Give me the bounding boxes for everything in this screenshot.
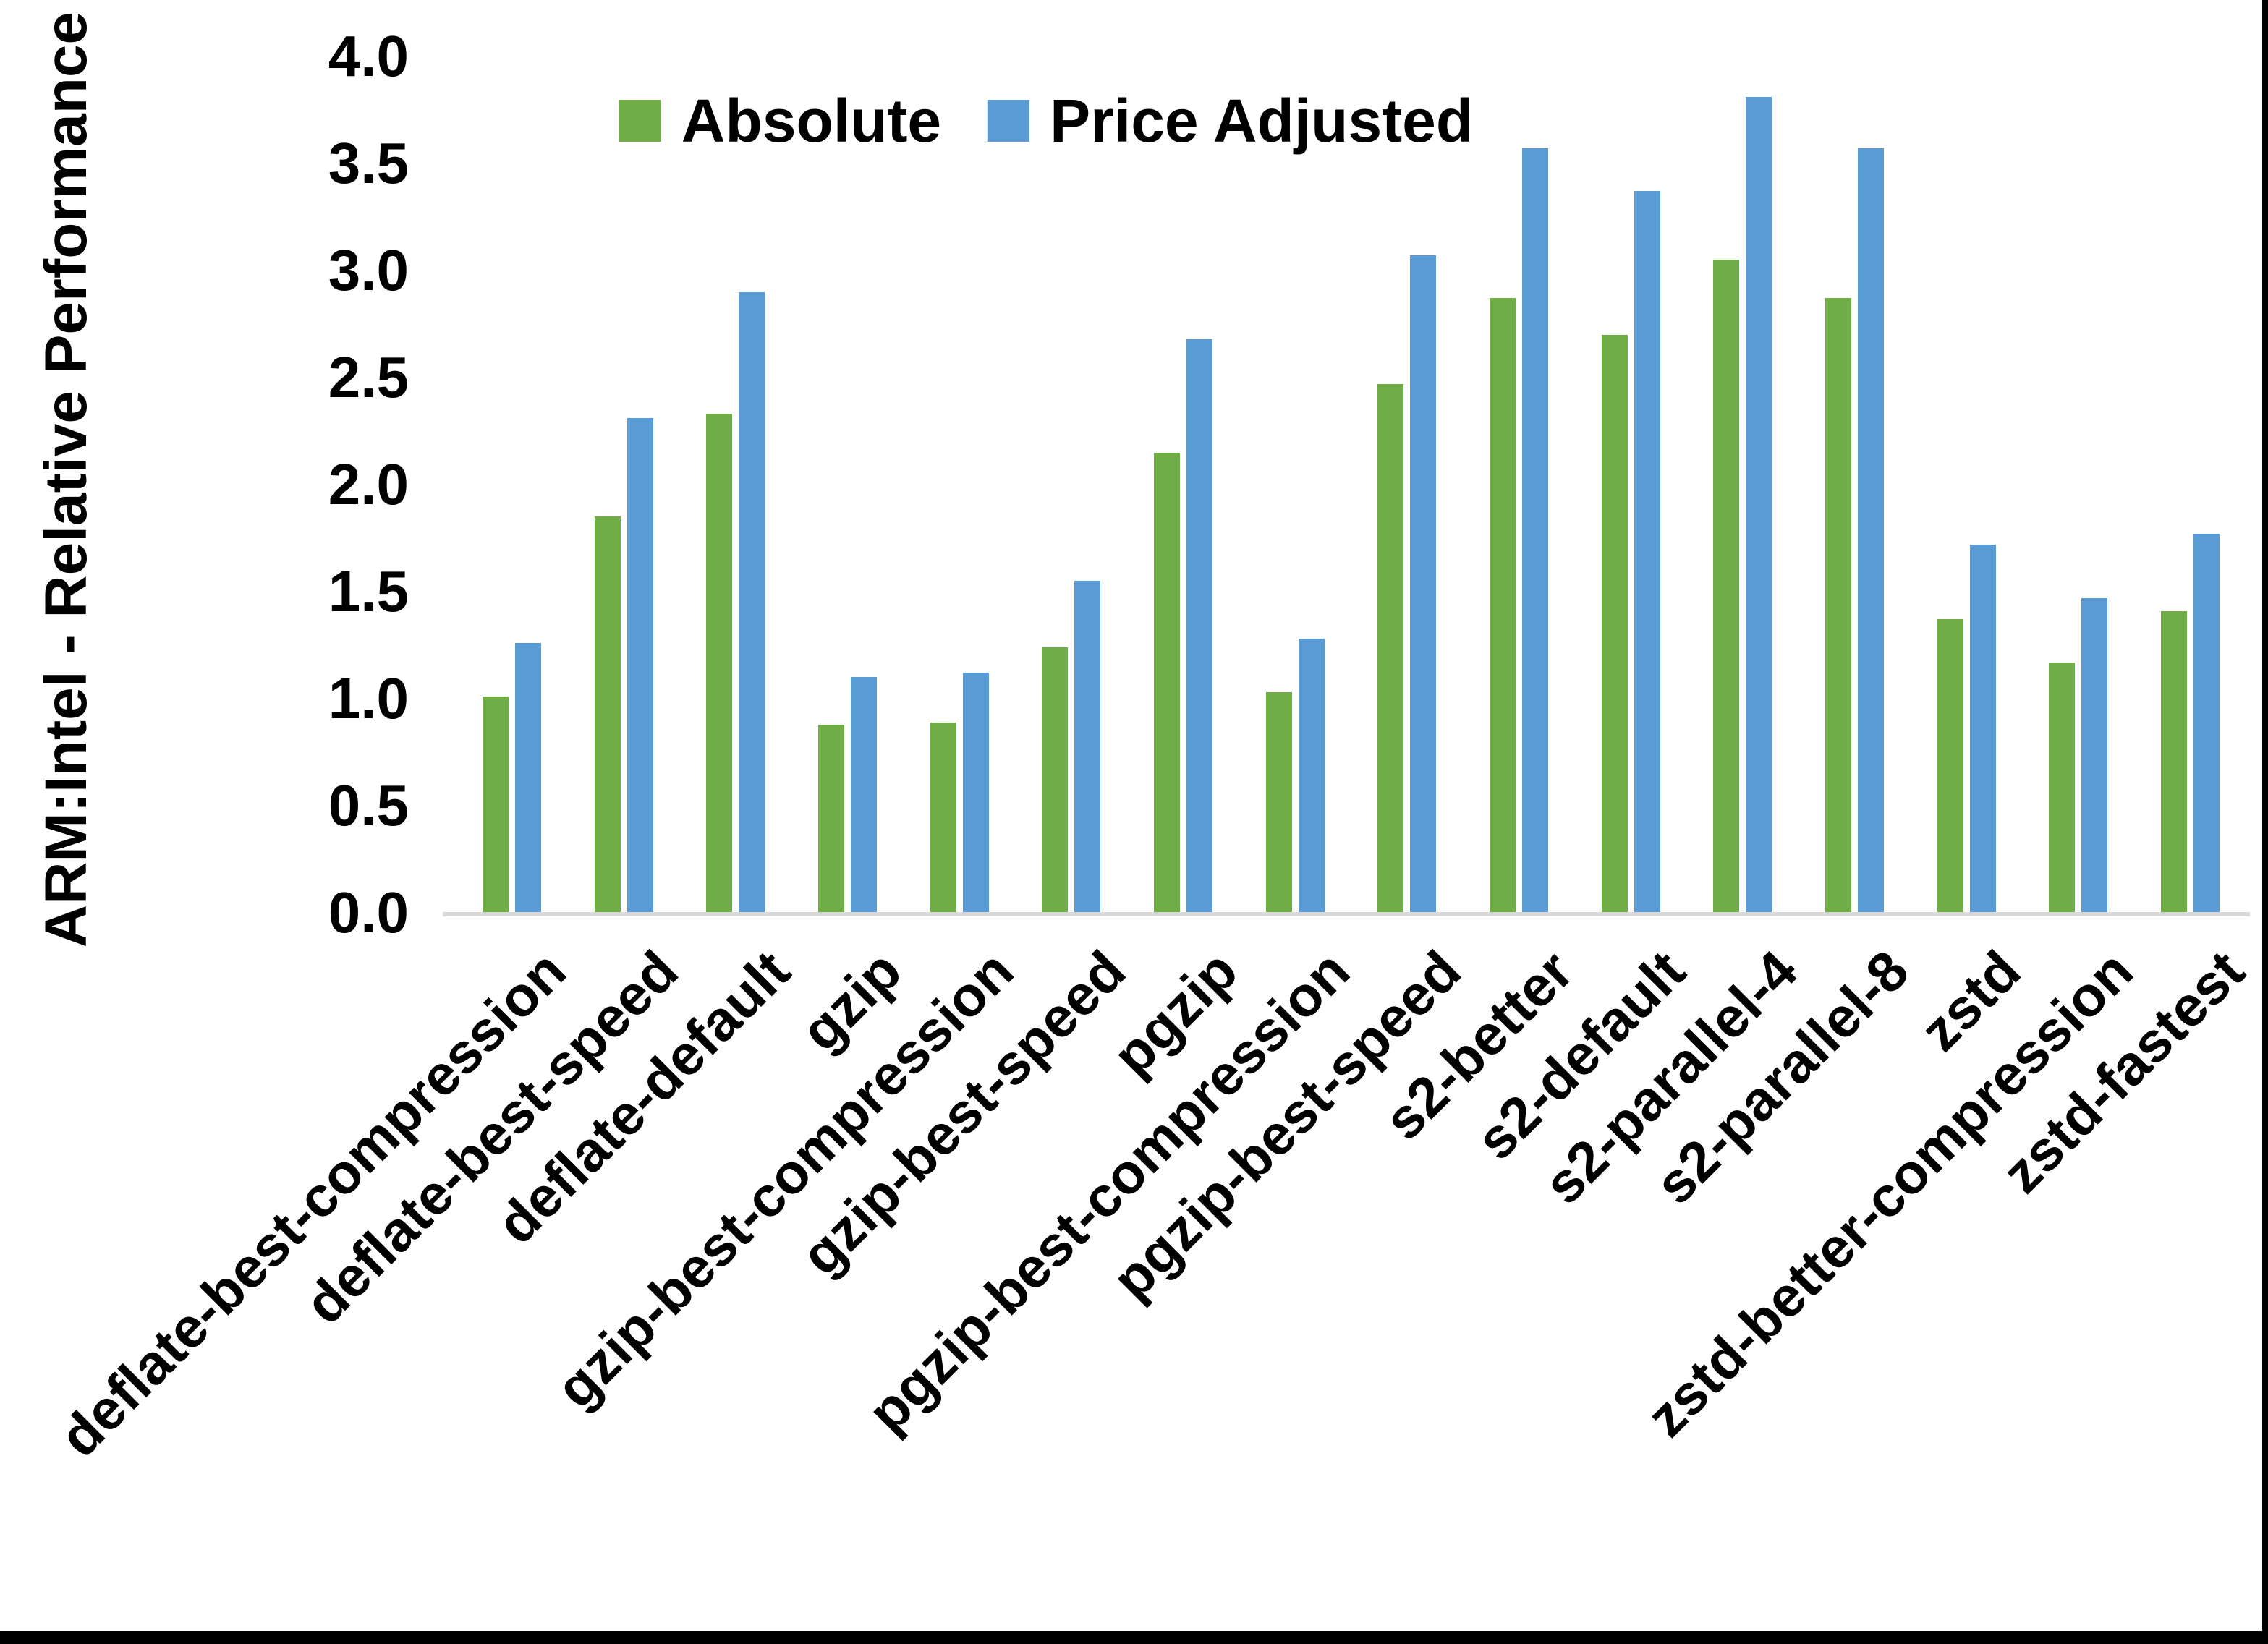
y-axis-tick-label: 4.0 bbox=[328, 24, 409, 88]
legend: Absolute Price Adjusted bbox=[619, 88, 1473, 153]
bar-price-adjusted-pgzip-best-compression bbox=[1298, 639, 1325, 913]
y-axis-tick-label: 2.5 bbox=[328, 345, 409, 409]
y-axis-tick-label: 1.5 bbox=[328, 559, 409, 623]
y-axis-tick-label: 3.0 bbox=[328, 238, 409, 302]
bar-absolute-gzip-best-speed bbox=[1042, 647, 1069, 913]
bar-absolute-deflate-best-speed bbox=[594, 516, 621, 913]
bar-price-adjusted-pgzip-best-speed bbox=[1410, 255, 1437, 913]
bar-price-adjusted-zstd-fastest bbox=[2193, 534, 2220, 913]
bar-price-adjusted-zstd-better-compression bbox=[2081, 597, 2108, 913]
bar-price-adjusted-s2-better bbox=[1522, 148, 1549, 913]
bar-absolute-pgzip-best-speed bbox=[1377, 383, 1404, 913]
legend-swatch-icon bbox=[619, 100, 661, 142]
y-axis-title: ARM:Intel - Relative Performance bbox=[33, 11, 99, 948]
y-axis-tick-label: 0.5 bbox=[328, 773, 409, 838]
bar-absolute-zstd-better-compression bbox=[2049, 662, 2076, 913]
x-axis-line bbox=[443, 912, 2250, 916]
bar-price-adjusted-pgzip bbox=[1186, 338, 1212, 913]
bar-price-adjusted-s2-parallel-4 bbox=[1746, 97, 1772, 913]
bar-absolute-s2-parallel-8 bbox=[1825, 298, 1852, 913]
bar-absolute-zstd-fastest bbox=[2161, 610, 2188, 913]
bar-price-adjusted-gzip-best-compression bbox=[962, 673, 989, 913]
bar-price-adjusted-deflate-default bbox=[739, 291, 765, 913]
legend-label: Absolute bbox=[681, 87, 942, 155]
bar-absolute-gzip-best-compression bbox=[930, 722, 956, 913]
bar-absolute-pgzip-best-compression bbox=[1265, 692, 1292, 913]
border-right bbox=[2262, 0, 2268, 1644]
legend-item-absolute: Absolute bbox=[619, 88, 941, 153]
plot-area bbox=[456, 56, 2246, 913]
bar-absolute-s2-better bbox=[1490, 298, 1516, 913]
y-axis-tick-label: 0.0 bbox=[328, 880, 409, 945]
bar-absolute-deflate-best-compression bbox=[482, 697, 509, 913]
legend-item-price-adjusted: Price Adjusted bbox=[988, 88, 1473, 153]
legend-swatch-icon bbox=[988, 100, 1030, 142]
y-axis-tick-label: 2.0 bbox=[328, 452, 409, 516]
bar-price-adjusted-gzip bbox=[850, 677, 877, 913]
legend-label: Price Adjusted bbox=[1050, 87, 1474, 155]
bar-price-adjusted-s2-default bbox=[1634, 191, 1660, 913]
border-bottom bbox=[0, 1631, 2268, 1644]
bar-price-adjusted-gzip-best-speed bbox=[1074, 581, 1101, 913]
y-axis-tick-label: 3.5 bbox=[328, 131, 409, 195]
bar-absolute-s2-parallel-4 bbox=[1713, 260, 1740, 913]
bar-price-adjusted-zstd bbox=[1969, 544, 1996, 913]
bar-absolute-s2-default bbox=[1601, 334, 1628, 913]
bar-price-adjusted-deflate-best-speed bbox=[627, 418, 653, 913]
bar-absolute-zstd bbox=[1937, 619, 1963, 913]
bar-absolute-gzip bbox=[817, 724, 844, 913]
y-axis-tick-label: 1.0 bbox=[328, 666, 409, 731]
bar-absolute-deflate-default bbox=[706, 414, 733, 913]
bar-price-adjusted-s2-parallel-8 bbox=[1858, 148, 1885, 913]
bar-price-adjusted-deflate-best-compression bbox=[514, 643, 541, 913]
bar-absolute-pgzip bbox=[1153, 452, 1180, 913]
